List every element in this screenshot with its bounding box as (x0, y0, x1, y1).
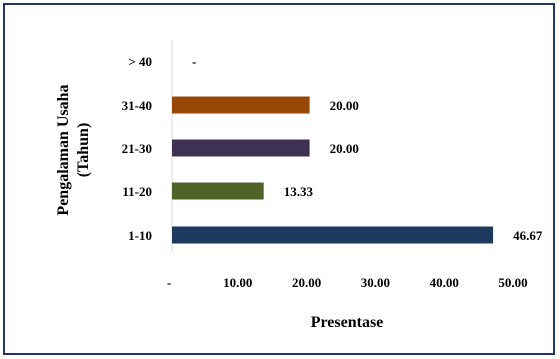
x-tick-label: - (167, 275, 171, 290)
x-tick-label: 30.00 (361, 275, 390, 290)
x-tick-label: 40.00 (430, 275, 459, 290)
data-label: 13.33 (284, 184, 314, 199)
category-label: 31-40 (122, 98, 152, 113)
x-axis-title: Presentase (311, 314, 384, 331)
y-axis-title-line1: Pengalaman Usaha (55, 84, 72, 215)
y-axis-title-line2: (Tahun) (75, 123, 92, 178)
bar-21-30 (172, 139, 310, 157)
category-label: 11-20 (122, 184, 152, 199)
data-labels: 46.67 13.33 20.00 20.00 - (192, 54, 543, 243)
bars-group (172, 96, 494, 244)
bar-31-40 (172, 96, 310, 114)
category-label: 21-30 (122, 141, 152, 156)
category-label: 1-10 (128, 228, 152, 243)
data-label: 46.67 (513, 228, 543, 243)
data-label: 20.00 (330, 141, 359, 156)
x-tick-labels: - 10.00 20.00 30.00 40.00 50.00 (167, 275, 528, 290)
bar-11-20 (172, 182, 264, 200)
bar-1-10 (172, 226, 494, 244)
x-tick-label: 50.00 (498, 275, 527, 290)
chart-frame (3, 3, 555, 355)
x-tick-label: 10.00 (223, 275, 252, 290)
x-tick-label: 20.00 (292, 275, 321, 290)
category-labels: 1-10 11-20 21-30 31-40 > 40 (122, 54, 152, 243)
category-label: > 40 (128, 54, 152, 69)
data-label: 20.00 (330, 98, 359, 113)
data-label: - (192, 54, 196, 69)
y-axis-title: Pengalaman Usaha (Tahun) (55, 84, 92, 215)
